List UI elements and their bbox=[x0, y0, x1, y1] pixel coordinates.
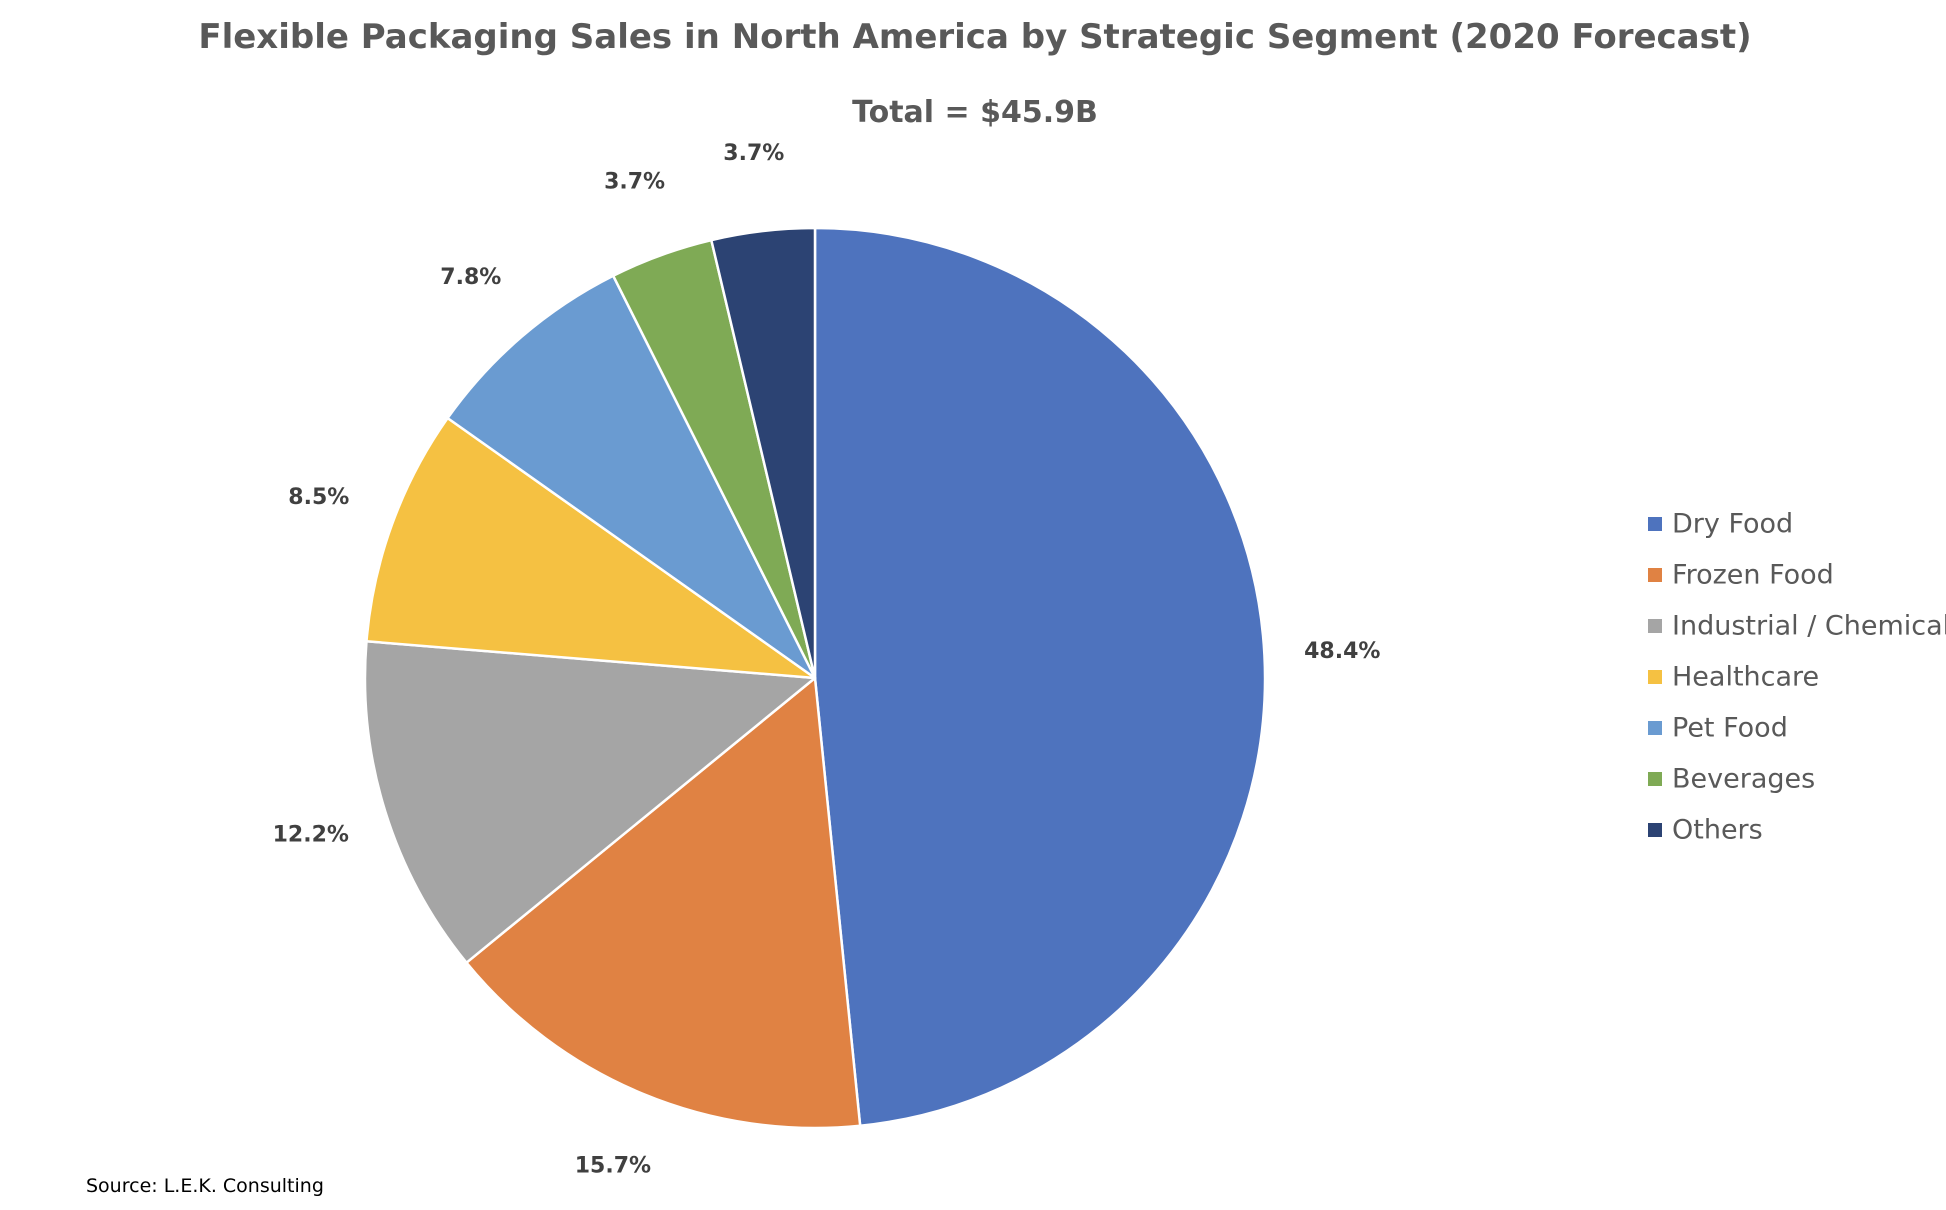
legend-label-others: Others bbox=[1672, 815, 1763, 846]
legend-label-pet-food: Pet Food bbox=[1672, 713, 1788, 744]
legend-swatch-frozen-food bbox=[1648, 568, 1662, 582]
data-label-industrial-chemical: 12.2% bbox=[273, 822, 349, 847]
legend-swatch-pet-food bbox=[1648, 721, 1662, 735]
legend-label-industrial-chemical: Industrial / Chemical bbox=[1672, 611, 1946, 642]
data-label-frozen-food: 15.7% bbox=[575, 1153, 651, 1178]
legend-swatch-beverages bbox=[1648, 772, 1662, 786]
pie-slice-dry-food bbox=[813, 226, 1267, 1127]
legend-swatch-industrial-chemical bbox=[1648, 619, 1662, 633]
source-note: Source: L.E.K. Consulting bbox=[86, 1175, 324, 1197]
pie-slice-frozen-food bbox=[465, 676, 862, 1130]
legend-label-dry-food: Dry Food bbox=[1672, 509, 1793, 540]
legend: Dry Food Frozen Food Industrial / Chemical… bbox=[1648, 509, 1946, 846]
data-labels: 48.4% 15.7% 12.2% 8.5% 7.8% 3.7% 3.7% bbox=[273, 141, 1381, 1178]
legend-label-healthcare: Healthcare bbox=[1672, 662, 1819, 693]
chart-title: Flexible Packaging Sales in North Americ… bbox=[198, 17, 1751, 57]
data-label-beverages: 3.7% bbox=[604, 169, 665, 194]
legend-swatch-others bbox=[1648, 823, 1662, 837]
pie-slices bbox=[363, 226, 1267, 1130]
pie-slice-healthcare bbox=[365, 416, 817, 680]
chart-subtitle: Total = $45.9B bbox=[852, 95, 1098, 130]
pie-slice-industrial-chemical bbox=[363, 640, 817, 964]
legend-swatch-healthcare bbox=[1648, 670, 1662, 684]
pie-slice-others bbox=[710, 226, 817, 680]
data-label-dry-food: 48.4% bbox=[1304, 639, 1380, 664]
data-label-pet-food: 7.8% bbox=[440, 265, 501, 290]
legend-label-frozen-food: Frozen Food bbox=[1672, 560, 1834, 591]
pie-slice-pet-food bbox=[446, 274, 817, 680]
legend-swatch-dry-food bbox=[1648, 517, 1662, 531]
legend-label-beverages: Beverages bbox=[1672, 764, 1815, 795]
data-label-others: 3.7% bbox=[723, 141, 784, 166]
data-label-healthcare: 8.5% bbox=[288, 485, 349, 510]
